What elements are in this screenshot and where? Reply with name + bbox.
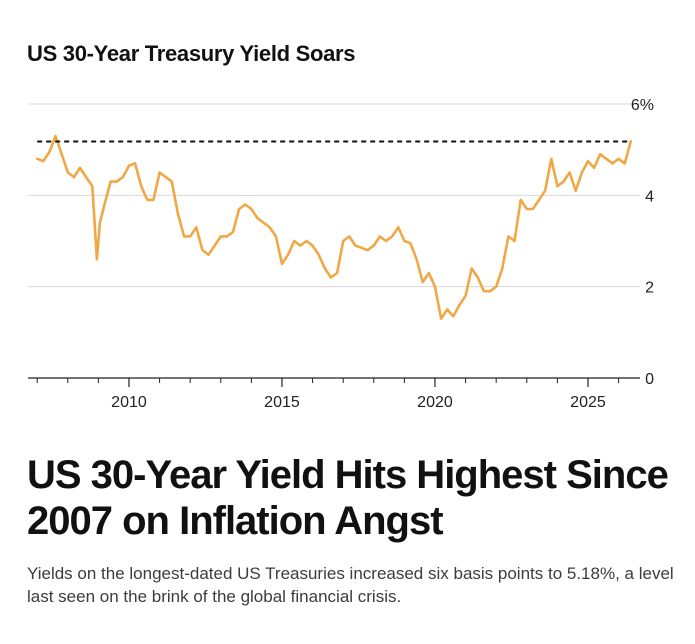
chart-title: US 30-Year Treasury Yield Soars <box>27 41 356 66</box>
subheadline: Yields on the longest-dated US Treasurie… <box>27 564 674 606</box>
x-tick-label: 2015 <box>264 394 300 411</box>
yield-series-line <box>35 134 633 320</box>
headline: US 30-Year Yield Hits Highest Since 2007… <box>27 453 669 543</box>
gridlines <box>28 103 640 288</box>
x-axis <box>28 377 640 387</box>
x-tick-labels: 2010 2015 2020 2025 <box>111 394 606 411</box>
x-tick-label: 2010 <box>111 394 147 411</box>
x-tick-label: 2020 <box>417 394 453 411</box>
y-tick-label: 4 <box>645 188 654 205</box>
x-tick-label: 2025 <box>570 394 606 411</box>
y-tick-label: 0 <box>645 371 654 388</box>
y-tick-label: 2 <box>645 280 654 297</box>
series-layer <box>35 134 633 320</box>
y-tick-label: 6% <box>631 97 654 114</box>
yield-line-chart: 0 2 4 6% 2010 2015 2020 2025 <box>28 97 654 411</box>
y-tick-labels: 0 2 4 6% <box>631 97 654 388</box>
